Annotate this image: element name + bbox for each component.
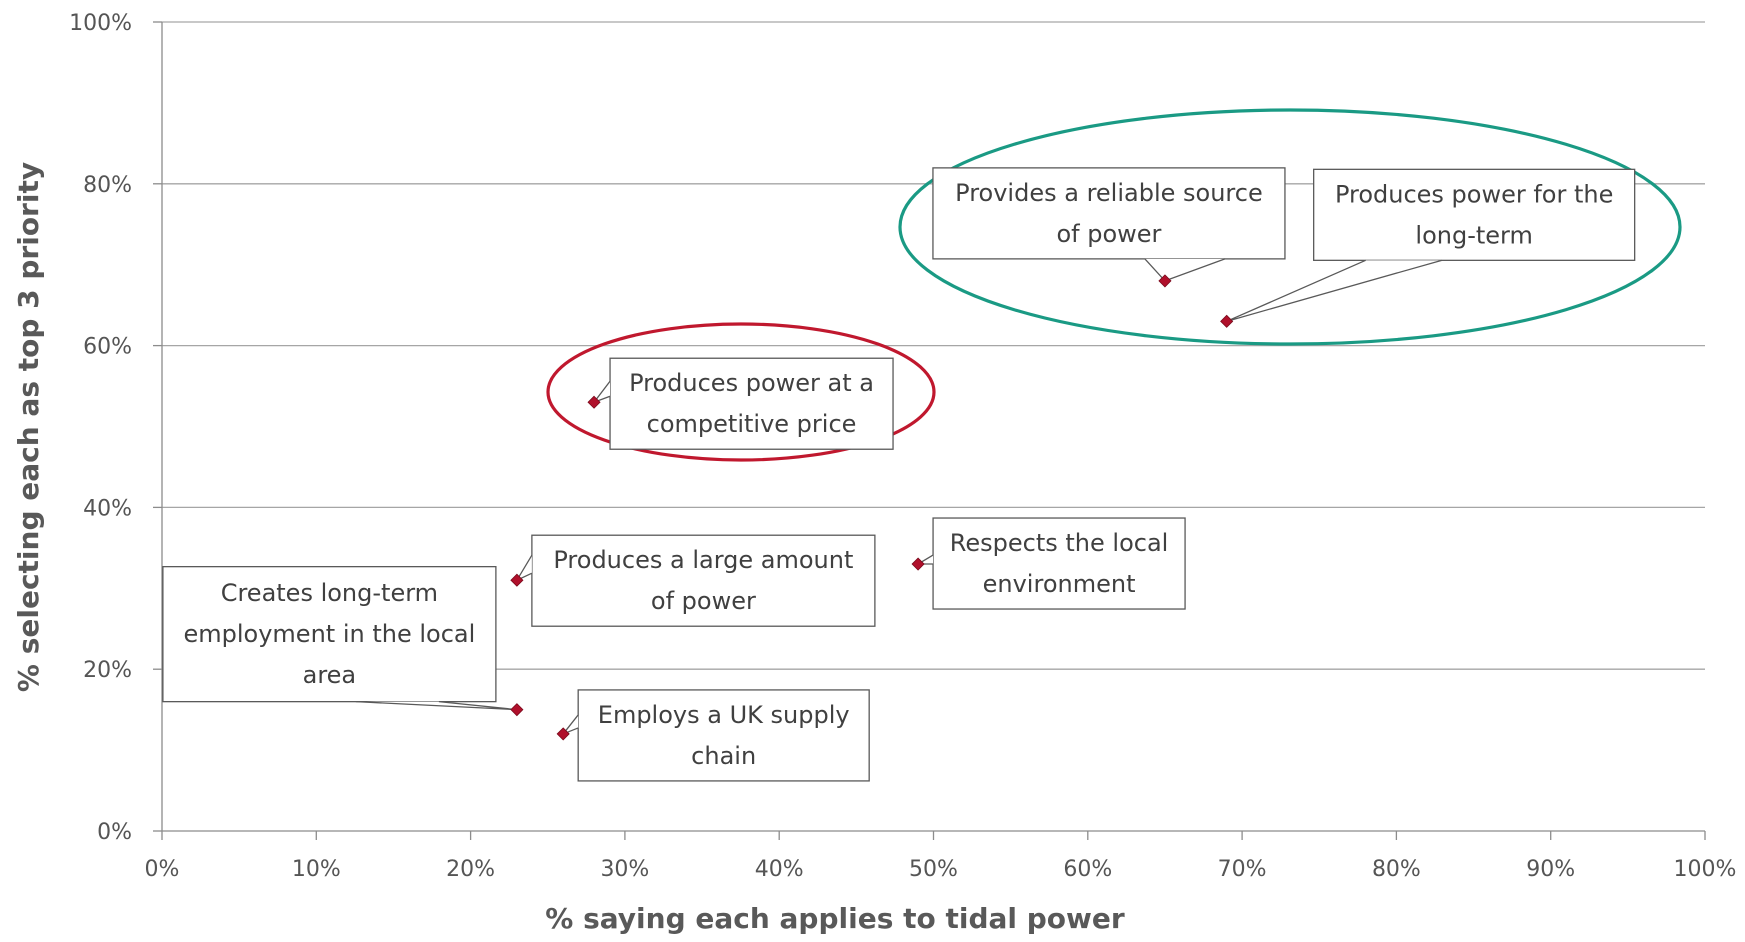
highlight-ellipses xyxy=(546,108,1682,462)
callout-box: Produces power at a competitive price xyxy=(592,357,894,450)
x-axis-title: % saying each applies to tidal power xyxy=(545,902,1125,935)
point-label: Creates long-term xyxy=(221,579,438,607)
callout-box: Respects the local environment xyxy=(915,517,1186,610)
point-label: area xyxy=(303,661,357,689)
x-tick-label: 20% xyxy=(446,857,495,882)
data-point xyxy=(911,557,925,571)
y-tick-label: 80% xyxy=(83,173,132,198)
x-tick-label: 60% xyxy=(1063,857,1112,882)
callout-frame xyxy=(1313,168,1636,261)
point-label: Employs a UK supply xyxy=(598,701,850,729)
callout-frame xyxy=(531,534,876,627)
point-label: environment xyxy=(983,570,1136,598)
x-tick-label: 50% xyxy=(909,857,958,882)
x-tick-label: 100% xyxy=(1674,857,1737,882)
highlight-ellipse xyxy=(898,108,1682,346)
point-label: long-term xyxy=(1415,221,1532,249)
callout-box: Produces power for the long-term xyxy=(1226,168,1636,322)
data-point xyxy=(556,727,570,741)
axes: 0% 20% 40% 60% 80% 100% 0% 10% 20% 30% 40% 50% 60% 70… xyxy=(69,11,1736,882)
callout-pointer xyxy=(355,701,517,711)
callout-box: Provides a reliable source of power xyxy=(932,167,1286,282)
point-label: Respects the local xyxy=(950,529,1169,557)
point-label: competitive price xyxy=(647,410,857,438)
callout-frame xyxy=(577,689,870,782)
callout-frame xyxy=(932,517,1186,610)
point-label: of power xyxy=(651,587,756,615)
callout-box: Produces a large amount of power xyxy=(515,534,876,627)
callout-frame xyxy=(162,566,497,703)
point-label: Produces power at a xyxy=(629,369,874,397)
point-label: Produces power for the xyxy=(1335,180,1613,208)
y-tick-label: 100% xyxy=(69,11,132,36)
point-label: Provides a reliable source xyxy=(955,179,1263,207)
data-point xyxy=(587,395,601,409)
y-tick-label: 60% xyxy=(83,335,132,360)
data-point xyxy=(510,573,524,587)
y-tick-label: 40% xyxy=(83,496,132,521)
data-point xyxy=(1158,274,1172,288)
callout-pointer xyxy=(1226,259,1442,322)
y-tick-label: 0% xyxy=(97,820,132,845)
point-label: of power xyxy=(1056,220,1161,248)
data-points xyxy=(510,274,1234,741)
callout-box: Employs a UK supply chain xyxy=(561,689,870,782)
x-tick-label: 0% xyxy=(145,857,180,882)
point-label: Produces a large amount xyxy=(553,546,853,574)
x-tick-label: 70% xyxy=(1218,857,1267,882)
point-label: chain xyxy=(691,742,756,770)
x-tick-label: 30% xyxy=(600,857,649,882)
data-point xyxy=(510,703,524,717)
callout-pointer xyxy=(1144,258,1226,282)
x-tick-label: 80% xyxy=(1372,857,1421,882)
x-tick-label: 90% xyxy=(1526,857,1575,882)
point-label: employment in the local xyxy=(183,620,475,648)
y-tick-label: 20% xyxy=(83,658,132,683)
x-tick-label: 40% xyxy=(755,857,804,882)
callout-frame xyxy=(609,357,894,450)
data-point xyxy=(1220,314,1234,328)
callout-box: Creates long-term employment in the local… xyxy=(162,566,517,711)
x-tick-label: 10% xyxy=(292,857,341,882)
highlight-ellipse xyxy=(546,322,936,462)
callout-frame xyxy=(932,167,1286,260)
y-axis-title: % selecting each as top 3 priority xyxy=(12,162,45,692)
